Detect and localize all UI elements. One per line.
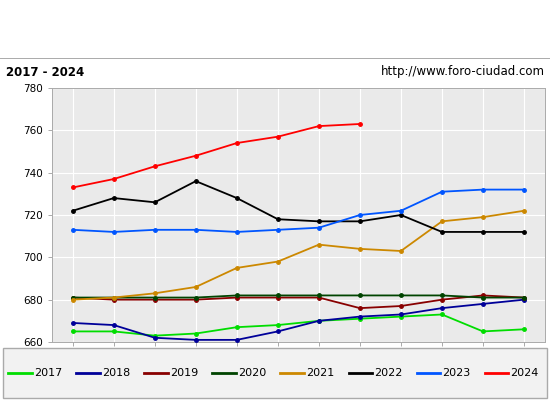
Text: http://www.foro-ciudad.com: http://www.foro-ciudad.com bbox=[381, 66, 544, 78]
Text: 2018: 2018 bbox=[102, 368, 130, 378]
Text: 2023: 2023 bbox=[442, 368, 471, 378]
Text: 2021: 2021 bbox=[306, 368, 334, 378]
Text: 2020: 2020 bbox=[238, 368, 267, 378]
Text: 2024: 2024 bbox=[510, 368, 539, 378]
Text: 2017: 2017 bbox=[34, 368, 62, 378]
Text: 2017 - 2024: 2017 - 2024 bbox=[6, 66, 84, 78]
Text: 2019: 2019 bbox=[170, 368, 199, 378]
Text: 2022: 2022 bbox=[375, 368, 403, 378]
FancyBboxPatch shape bbox=[3, 348, 547, 398]
Text: Evolucion num de emigrantes en Arico: Evolucion num de emigrantes en Arico bbox=[114, 20, 436, 38]
